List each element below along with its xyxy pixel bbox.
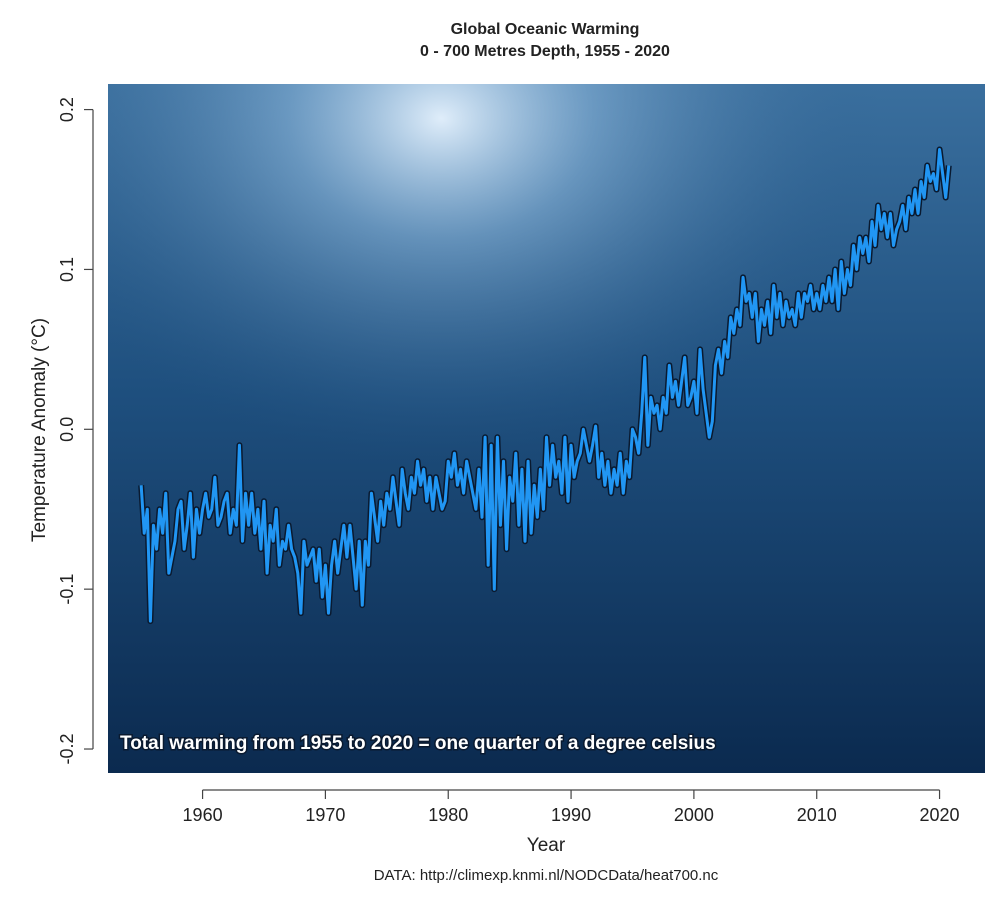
x-tick-label: 2010 xyxy=(797,805,837,825)
x-axis-label: Year xyxy=(527,835,566,856)
x-tick-label: 1980 xyxy=(428,805,468,825)
data-line xyxy=(139,148,951,623)
light-glow xyxy=(108,84,985,773)
y-tick-label: 0.1 xyxy=(57,257,77,282)
x-tick-label: 2020 xyxy=(920,805,960,825)
y-tick-label: -0.2 xyxy=(57,734,77,765)
x-tick-label: 1990 xyxy=(551,805,591,825)
y-tick-label: 0.2 xyxy=(57,97,77,122)
y-axis-label: Temperature Anomaly (°C) xyxy=(29,318,50,542)
x-tick-label: 2000 xyxy=(674,805,714,825)
annotation: Total warming from 1955 to 2020 = one qu… xyxy=(120,733,716,754)
chart-subtitle: 0 - 700 Metres Depth, 1955 - 2020 xyxy=(420,43,670,60)
x-tick-label: 1970 xyxy=(305,805,345,825)
x-tick-label: 1960 xyxy=(183,805,223,825)
y-tick-label: 0.0 xyxy=(57,417,77,442)
y-tick-label: -0.1 xyxy=(57,574,77,605)
chart-title: Global Oceanic Warming xyxy=(451,21,640,38)
source-note: DATA: http://climexp.knmi.nl/NODCData/he… xyxy=(374,867,719,884)
plot: 0.2 0.1 0.0 -0.1 -0.2 1960 1970 1980 1990 2000 201… xyxy=(57,97,960,825)
